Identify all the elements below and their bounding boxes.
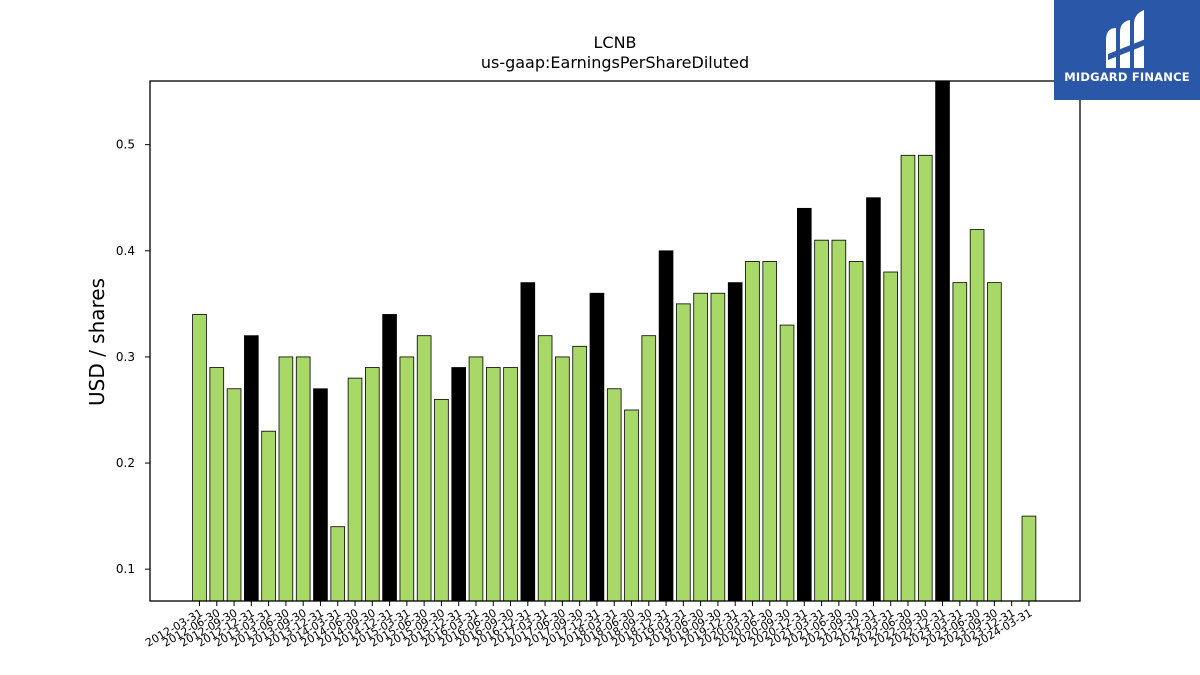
y-tick-label: 0.3	[116, 350, 135, 364]
bar-2012-06-30	[209, 367, 225, 602]
bar-2016-03-31	[468, 356, 484, 602]
bar-2014-12-31	[382, 314, 397, 602]
bar-2012-03-31	[192, 314, 207, 602]
midgard-logo-icon	[1106, 10, 1148, 68]
bar-2013-03-31	[261, 430, 276, 602]
bar-2018-09-30	[641, 335, 657, 602]
bar-2021-06-30	[831, 239, 847, 602]
bar-2020-12-31	[797, 207, 812, 602]
y-tick-label: 0.2	[116, 456, 135, 470]
y-tick-label: 0.5	[116, 138, 135, 152]
bars-layer	[192, 80, 1037, 602]
x-ticks: 2012-03-312012-06-302012-09-302012-12-31…	[143, 601, 1034, 650]
bar-2022-06-30	[900, 154, 916, 602]
bar-2019-12-31	[727, 282, 743, 602]
bar-2016-12-31	[520, 282, 536, 602]
bar-2013-06-30	[278, 356, 294, 602]
bar-2021-12-31	[866, 197, 881, 602]
bar-2020-03-31	[745, 261, 760, 602]
bar-2024-03-31	[1021, 515, 1037, 602]
bar-2012-09-30	[226, 388, 242, 602]
bar-2022-09-30	[917, 154, 933, 602]
bar-2023-03-31	[952, 282, 968, 602]
bar-2023-09-30	[987, 282, 1002, 602]
bar-2014-03-31	[330, 526, 346, 602]
bar-2017-06-30	[555, 356, 570, 602]
bar-2015-12-31	[451, 367, 466, 602]
bar-2014-09-30	[364, 367, 380, 602]
bar-2023-06-30	[969, 229, 985, 602]
bar-2016-09-30	[503, 367, 518, 602]
bar-2021-03-31	[814, 239, 829, 602]
bar-2022-12-31	[935, 80, 950, 602]
bar-2019-03-31	[676, 303, 691, 602]
chart-title: LCNB	[593, 33, 636, 52]
y-tick-label: 0.1	[116, 562, 135, 576]
bar-2013-12-31	[313, 388, 328, 602]
bar-2014-06-30	[347, 377, 363, 602]
chart-subtitle: us-gaap:EarningsPerShareDiluted	[481, 53, 749, 72]
bar-2015-06-30	[416, 335, 432, 602]
bar-2022-03-31	[883, 271, 898, 602]
bar-2015-09-30	[434, 398, 449, 602]
brand-logo: MIDGARD FINANCE	[1054, 0, 1200, 100]
bar-2017-09-30	[572, 345, 587, 602]
bar-2017-03-31	[537, 335, 553, 602]
bar-2012-12-31	[244, 335, 259, 602]
plot-frame	[149, 80, 1081, 602]
bar-2019-09-30	[710, 292, 726, 602]
bar-2017-12-31	[589, 292, 605, 602]
bar-2013-09-30	[295, 356, 311, 602]
bar-2020-06-30	[762, 261, 778, 602]
bar-2018-03-31	[606, 388, 622, 602]
y-axis-label: USD / shares	[85, 278, 109, 406]
bar-2018-12-31	[658, 250, 674, 602]
bar-2018-06-30	[624, 409, 639, 602]
y-tick-label: 0.4	[116, 244, 135, 258]
y-ticks: 0.1 0.2 0.3 0.4 0.5	[116, 138, 150, 576]
bar-2016-06-30	[485, 367, 501, 602]
bar-2021-09-30	[848, 261, 864, 602]
bar-2019-06-30	[693, 292, 708, 602]
bar-2020-09-30	[779, 324, 795, 602]
brand-name: MIDGARD FINANCE	[1064, 70, 1190, 84]
bar-2015-03-31	[399, 356, 415, 602]
